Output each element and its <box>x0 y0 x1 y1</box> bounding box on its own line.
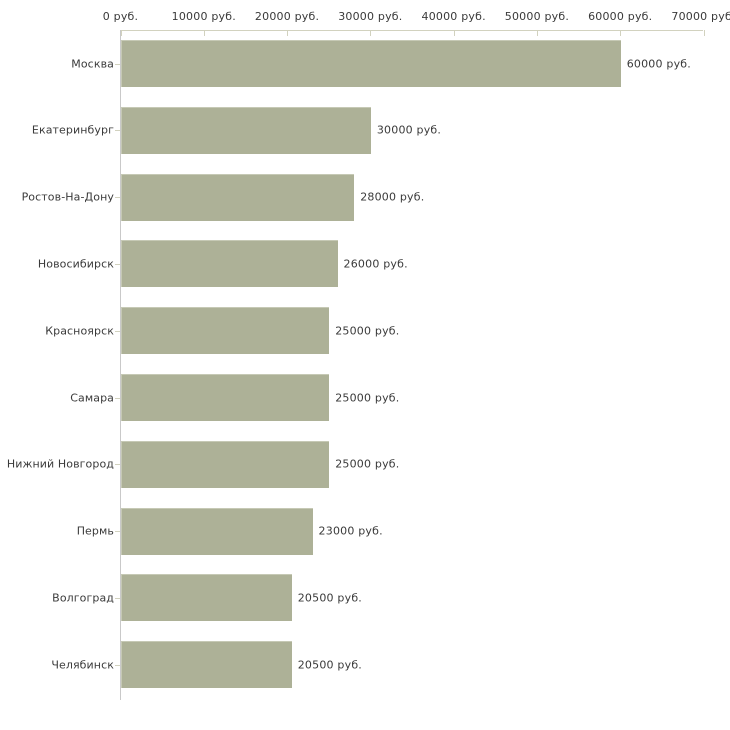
category-label: Нижний Новгород <box>6 457 114 471</box>
category-label: Самара <box>70 391 114 404</box>
value-label: 30000 руб. <box>376 123 442 137</box>
x-axis-tick-label: 60000 руб. <box>588 10 653 23</box>
bar <box>121 106 371 154</box>
x-axis-tick <box>287 30 289 36</box>
x-axis-tick-label: 50000 руб. <box>504 10 570 23</box>
category-label: Пермь <box>76 524 114 538</box>
x-axis-tick-label: 20000 руб. <box>254 10 320 23</box>
x-axis-tick-label: 0 руб. <box>102 10 139 23</box>
bar <box>121 173 355 221</box>
x-axis-line <box>120 30 703 31</box>
x-axis-tick-label: 70000 руб. <box>671 10 730 23</box>
y-axis-tick <box>115 664 120 666</box>
y-axis-tick <box>115 263 120 265</box>
bar <box>121 240 338 288</box>
y-axis-line <box>120 30 121 700</box>
y-axis-tick <box>115 531 120 533</box>
x-axis-tick <box>370 30 372 36</box>
value-label: 20500 руб. <box>297 658 362 672</box>
y-axis-tick <box>115 130 120 132</box>
x-axis-tick <box>620 30 622 36</box>
x-axis-tick <box>203 30 205 36</box>
bar <box>121 440 330 488</box>
chart-row: Красноярск 25000 руб. <box>0 307 730 355</box>
y-axis-tick <box>115 63 120 65</box>
bar <box>121 307 330 355</box>
y-axis-tick <box>115 597 120 599</box>
x-axis-tick <box>536 30 538 36</box>
chart-row: Пермь 23000 руб. <box>0 507 730 555</box>
bar <box>121 574 292 622</box>
x-axis-tick <box>453 30 455 36</box>
chart-row: Новосибирск 26000 руб. <box>0 240 730 288</box>
category-label: Волгоград <box>52 591 114 605</box>
chart-row: Самара 25000 руб. <box>0 374 730 421</box>
value-label: 25000 руб. <box>335 391 400 404</box>
value-label: 20500 руб. <box>297 591 362 605</box>
value-label: 23000 руб. <box>318 524 383 538</box>
bar <box>121 374 330 421</box>
y-axis-tick <box>115 330 120 332</box>
chart-row: Волгоград 20500 руб. <box>0 574 730 622</box>
value-label: 25000 руб. <box>335 324 400 338</box>
chart-row: Ростов-На-Дону 28000 руб. <box>0 173 730 221</box>
bar <box>121 507 313 555</box>
x-axis-tick-label: 40000 руб. <box>421 10 486 23</box>
bar <box>121 40 621 87</box>
x-axis-tick-label: 30000 руб. <box>338 10 403 23</box>
y-axis-tick <box>115 397 120 399</box>
y-axis-tick <box>115 197 120 199</box>
value-label: 60000 руб. <box>626 57 691 70</box>
category-label: Ростов-На-Дону <box>21 190 114 204</box>
chart-row: Нижний Новгород 25000 руб. <box>0 440 730 488</box>
chart-row: Екатеринбург 30000 руб. <box>0 106 730 154</box>
category-label: Красноярск <box>45 324 114 338</box>
value-label: 26000 руб. <box>343 257 408 271</box>
x-axis-tick <box>120 30 122 36</box>
category-label: Новосибирск <box>37 257 114 271</box>
chart-row: Москва 60000 руб. <box>0 40 730 87</box>
category-label: Москва <box>71 57 114 70</box>
bar <box>121 641 292 689</box>
category-label: Екатеринбург <box>31 123 114 137</box>
value-label: 28000 руб. <box>360 190 425 204</box>
category-label: Челябинск <box>51 658 114 672</box>
y-axis-tick <box>115 464 120 466</box>
chart-row: Челябинск 20500 руб. <box>0 641 730 689</box>
x-axis-tick <box>703 30 705 36</box>
x-axis-tick-label: 10000 руб. <box>171 10 236 23</box>
value-label: 25000 руб. <box>335 457 400 471</box>
